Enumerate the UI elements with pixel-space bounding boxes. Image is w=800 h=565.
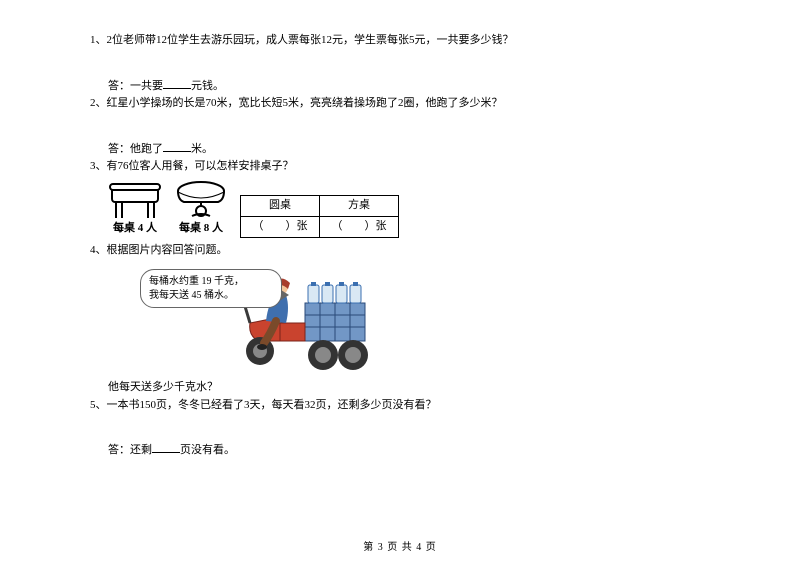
grid-head-square: 方桌 [320, 196, 399, 217]
q1-answer-line: 答：一共要 元钱。 [108, 76, 710, 96]
grid-head-round: 圆桌 [241, 196, 320, 217]
round-table-icon: 每桌 8 人 [174, 180, 228, 238]
q4-number: 4、 [90, 244, 107, 256]
q2-ans-prefix: 答：他跑了 [108, 143, 163, 155]
q5-blank[interactable] [152, 440, 180, 453]
q5-ans-suffix: 页没有看。 [180, 444, 235, 456]
q5-ans-prefix: 答：还剩 [108, 444, 152, 456]
q2-ans-suffix: 米。 [191, 143, 213, 155]
square-table-label: 每桌 4 人 [113, 220, 157, 238]
grid-cell-round[interactable]: （ ）张 [241, 216, 320, 237]
q2-number: 2、 [90, 97, 107, 109]
question-1: 1、2位老师带12位学生去游乐园玩，成人票每张12元，学生票每张5元，一共要多少… [90, 32, 710, 50]
question-3: 3、有76位客人用餐，可以怎样安排桌子？ [90, 158, 710, 176]
q3-tables-row: 每桌 4 人 每桌 8 人 圆桌 方桌 （ ）张 （ ）张 [108, 180, 710, 238]
q1-text: 2位老师带12位学生去游乐园玩，成人票每张12元，学生票每张5元，一共要多少钱？ [107, 34, 514, 46]
q3-number: 3、 [90, 160, 107, 172]
q2-text: 红星小学操场的长是70米，宽比长短5米，亮亮绕着操场跑了2圈，他跑了多少米？ [107, 97, 503, 109]
question-5: 5、一本书150页，冬冬已经看了3天，每天看32页，还剩多少页没有看？ [90, 397, 710, 415]
q1-blank[interactable] [163, 76, 191, 89]
grid-cell-square[interactable]: （ ）张 [320, 216, 399, 237]
q1-ans-suffix: 元钱。 [191, 80, 224, 92]
round-table-label: 每桌 8 人 [179, 220, 223, 238]
q5-text: 一本书150页，冬冬已经看了3天，每天看32页，还剩多少页没有看？ [107, 399, 437, 411]
q2-blank[interactable] [163, 139, 191, 152]
question-2: 2、红星小学操场的长是70米，宽比长短5米，亮亮绕着操场跑了2圈，他跑了多少米？ [90, 95, 710, 113]
page-footer: 第 3 页 共 4 页 [0, 538, 800, 553]
speech-line-2: 我每天送 45 桶水。 [149, 289, 275, 303]
speech-bubble: 每桶水约重 19 千克， 我每天送 45 桶水。 [140, 269, 282, 308]
speech-line-1: 每桶水约重 19 千克， [149, 275, 275, 289]
q3-text: 有76位客人用餐，可以怎样安排桌子？ [107, 160, 294, 172]
q5-number: 5、 [90, 399, 107, 411]
q1-number: 1、 [90, 34, 107, 46]
q4-text: 根据图片内容回答问题。 [107, 244, 228, 256]
q3-grid-table: 圆桌 方桌 （ ）张 （ ）张 [240, 195, 399, 237]
q4-sub-question: 他每天送多少千克水？ [108, 379, 710, 397]
question-4: 4、根据图片内容回答问题。 [90, 242, 710, 260]
q2-answer-line: 答：他跑了 米。 [108, 139, 710, 159]
delivery-illustration: 每桶水约重 19 千克， 我每天送 45 桶水。 [140, 263, 370, 373]
q5-answer-line: 答：还剩 页没有看。 [108, 440, 710, 460]
square-table-icon: 每桌 4 人 [108, 180, 162, 238]
q1-ans-prefix: 答：一共要 [108, 80, 163, 92]
